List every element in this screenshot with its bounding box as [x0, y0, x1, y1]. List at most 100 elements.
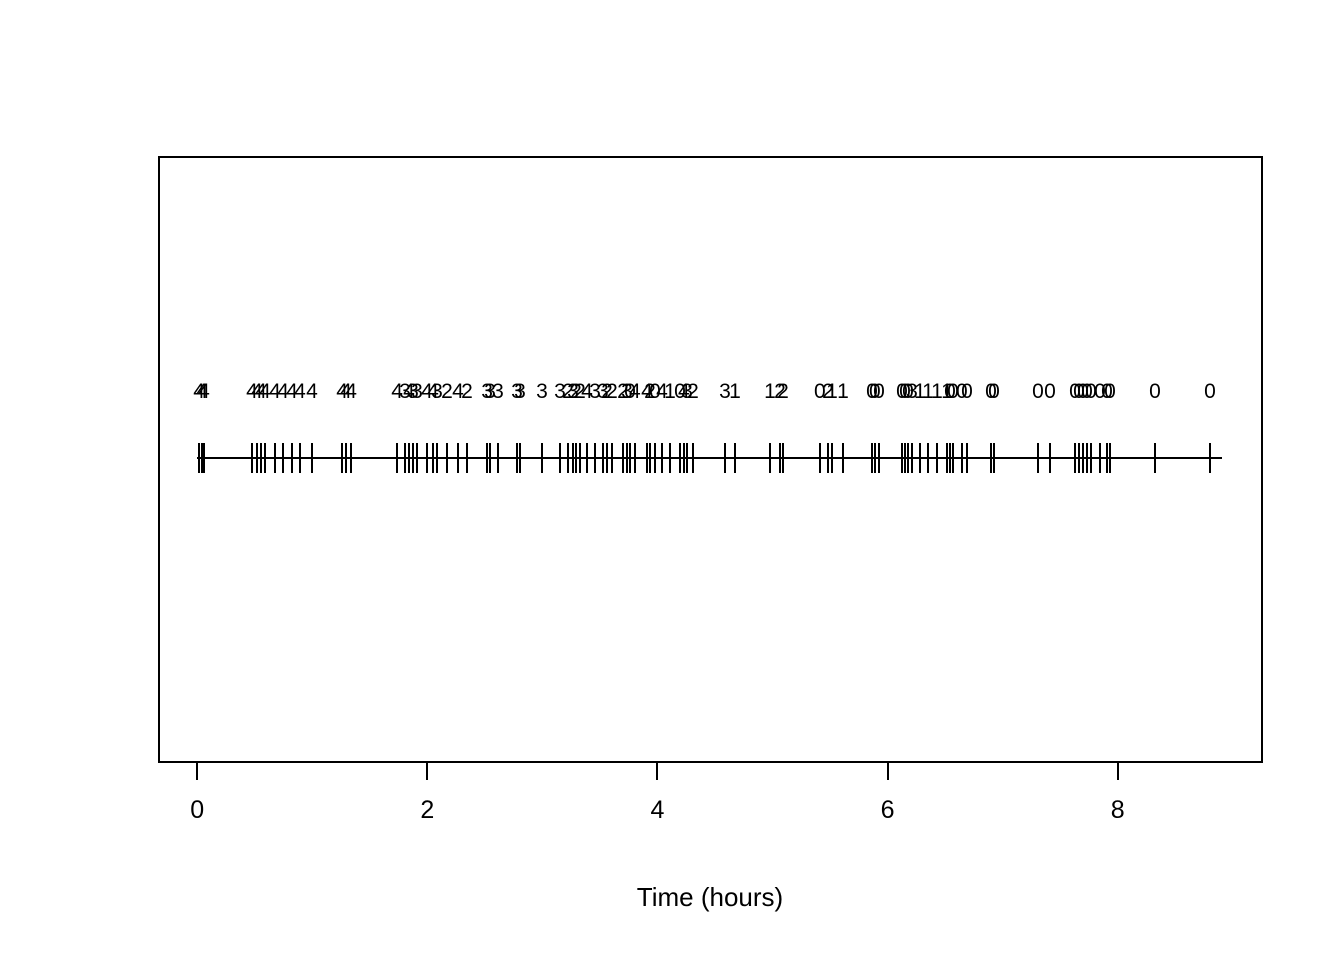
event-count-label: 3	[589, 380, 601, 403]
event-count-label: 4	[277, 380, 289, 403]
event-tick	[571, 443, 574, 473]
x-axis-tick	[886, 763, 889, 780]
event-count-label: 0	[674, 380, 686, 403]
event-tick	[298, 443, 301, 473]
event-count-label: 0	[961, 380, 973, 403]
event-count-label: 2	[461, 380, 473, 403]
event-count-label: 1	[922, 380, 934, 403]
x-axis-tick	[426, 763, 429, 780]
event-count-label: 4	[259, 380, 271, 403]
event-tick	[918, 443, 921, 473]
event-tick	[403, 443, 406, 473]
event-count-label: 4	[427, 380, 439, 403]
event-tick	[1105, 443, 1108, 473]
event-tick	[648, 443, 651, 473]
event-tick	[830, 443, 833, 473]
event-count-label: 0	[1081, 380, 1093, 403]
event-tick	[935, 443, 938, 473]
event-count-label: 3	[399, 380, 411, 403]
event-tick	[605, 443, 608, 473]
event-count-label: 1	[941, 380, 953, 403]
event-count-label: 4	[336, 380, 348, 403]
event-tick	[435, 443, 438, 473]
event-count-label: 3	[431, 380, 443, 403]
event-tick	[910, 443, 913, 473]
event-tick	[396, 443, 399, 473]
event-tick	[250, 443, 253, 473]
event-tick	[660, 443, 663, 473]
event-tick	[841, 443, 844, 473]
event-timeline-line	[197, 457, 1223, 459]
event-count-label: 0	[1069, 380, 1081, 403]
event-count-label: 1	[914, 380, 926, 403]
event-tick	[951, 443, 954, 473]
event-count-label: 2	[777, 380, 789, 403]
event-tick	[1078, 443, 1081, 473]
event-count-label: 0	[944, 380, 956, 403]
event-tick	[678, 443, 681, 473]
event-tick	[1073, 443, 1076, 473]
event-count-label: 1	[764, 380, 776, 403]
event-tick	[1089, 443, 1092, 473]
event-tick	[621, 443, 624, 473]
event-tick	[778, 443, 781, 473]
event-tick	[1085, 443, 1088, 473]
event-tick	[540, 443, 543, 473]
event-count-label: 3	[597, 380, 609, 403]
event-tick	[625, 443, 628, 473]
event-count-label: 0	[902, 380, 914, 403]
x-axis-tick	[656, 763, 659, 780]
event-count-label: 0	[1032, 380, 1044, 403]
event-tick	[900, 443, 903, 473]
event-count-label: 4	[269, 380, 281, 403]
event-tick	[1081, 443, 1084, 473]
x-axis-tick-label: 4	[650, 796, 665, 824]
event-tick	[202, 443, 205, 473]
event-tick	[989, 443, 992, 473]
event-count-label: 0	[988, 380, 1000, 403]
event-tick	[425, 443, 428, 473]
event-tick	[466, 443, 469, 473]
event-count-label: 2	[774, 380, 786, 403]
event-tick	[633, 443, 636, 473]
event-count-label: 2	[606, 380, 618, 403]
event-tick	[1098, 443, 1101, 473]
event-count-label: 3	[511, 380, 523, 403]
event-count-label: 2	[617, 380, 629, 403]
event-tick	[965, 443, 968, 473]
event-tick	[415, 443, 418, 473]
event-tick	[645, 443, 648, 473]
event-tick	[411, 443, 414, 473]
event-tick	[877, 443, 880, 473]
event-count-label: 2	[822, 380, 834, 403]
event-count-label: 4	[198, 380, 210, 403]
event-count-label: 3	[536, 380, 548, 403]
x-axis-tick-label: 0	[190, 796, 205, 824]
event-tick	[870, 443, 873, 473]
event-tick	[1208, 443, 1211, 473]
event-tick	[1036, 443, 1039, 473]
event-tick	[311, 443, 314, 473]
event-tick	[686, 443, 688, 473]
event-tick	[341, 443, 344, 473]
event-count-label: 3	[567, 380, 579, 403]
event-tick	[201, 443, 204, 473]
event-count-label: 2	[570, 380, 582, 403]
event-tick	[593, 443, 596, 473]
event-count-label: 3	[514, 380, 526, 403]
event-count-label: 4	[196, 380, 208, 403]
event-count-label: 2	[644, 380, 656, 403]
x-axis-tick-label: 6	[880, 796, 895, 824]
event-tick	[1048, 443, 1051, 473]
event-count-label: 3	[621, 380, 633, 403]
event-tick	[992, 443, 995, 473]
event-count-label: 1	[837, 380, 849, 403]
event-tick	[431, 443, 434, 473]
event-tick	[256, 443, 259, 473]
event-tick	[344, 443, 347, 473]
event-tick	[273, 443, 276, 473]
event-tick	[906, 443, 909, 473]
event-tick	[558, 443, 561, 473]
event-count-label: 0	[649, 380, 661, 403]
event-tick	[486, 443, 489, 473]
